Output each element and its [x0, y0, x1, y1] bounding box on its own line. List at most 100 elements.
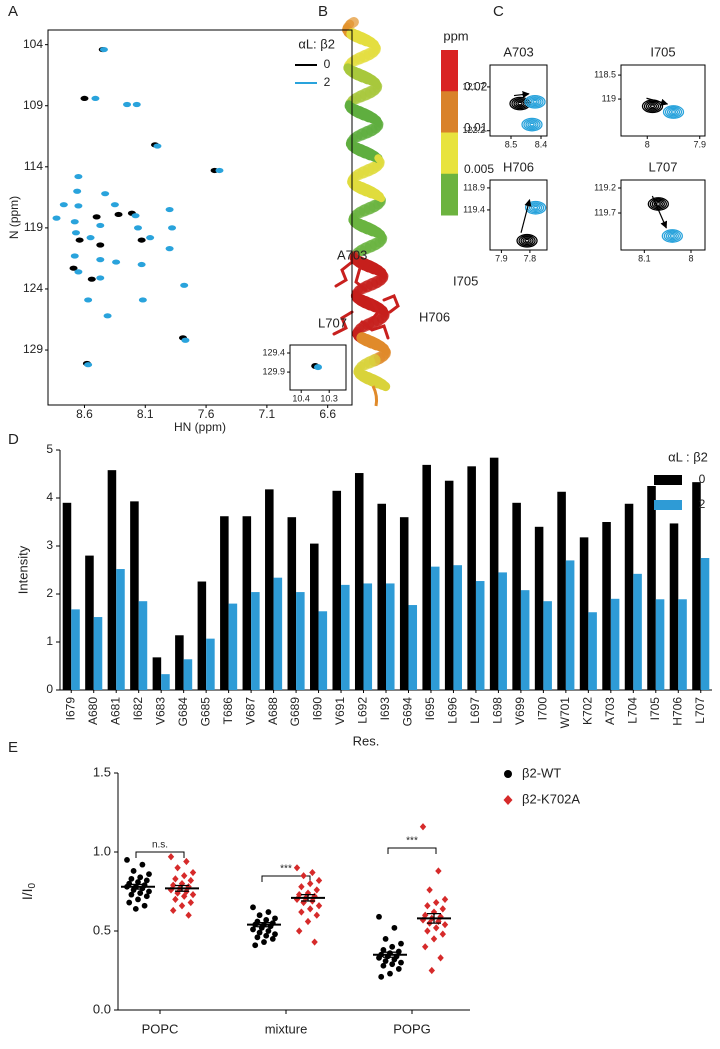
bar: [265, 489, 274, 690]
y-tick-label: 2: [46, 586, 53, 600]
legend-marker: [503, 795, 513, 805]
peak-spot: [71, 230, 80, 236]
peak-contour: [522, 237, 532, 244]
peak-spot: [99, 46, 108, 53]
peak: [92, 214, 101, 220]
legend-marker: [504, 770, 512, 778]
peak: [74, 203, 83, 209]
residue-label: H706: [419, 309, 450, 324]
peak-spot: [70, 253, 79, 259]
peak-spot: [91, 95, 100, 102]
data-point: [189, 891, 197, 899]
helix-segment: [371, 78, 382, 89]
x-tick-label: I682: [131, 697, 145, 721]
y-tick-label: 124: [23, 281, 43, 295]
colorbar-tick-label: 0.01: [464, 121, 488, 135]
data-point: [391, 956, 398, 963]
peaks: [509, 94, 546, 132]
peak-contour: [651, 199, 665, 209]
data-point: [293, 864, 301, 872]
data-point: [137, 890, 144, 896]
peak-spot: [123, 101, 132, 108]
bar: [138, 601, 148, 690]
data-point: [433, 898, 440, 907]
peak-contour: [653, 200, 663, 208]
data-point: [422, 911, 429, 919]
legend-label: 0: [699, 472, 706, 486]
data-point: [398, 959, 404, 966]
peak: [110, 202, 119, 208]
peak: [146, 235, 155, 241]
bar: [206, 638, 215, 690]
x-tick-label: K702: [581, 697, 595, 725]
peak-contour: [516, 233, 538, 248]
peak: [87, 276, 96, 282]
y-tick-label: 129.9: [262, 366, 285, 376]
bar: [399, 517, 409, 690]
data-point: [181, 872, 188, 880]
y-tick-label: 0: [46, 682, 53, 696]
peak-contour: [532, 99, 538, 104]
peak: [168, 225, 177, 231]
x-tick-label: G689: [288, 697, 302, 727]
bar: [467, 466, 476, 690]
peak-contour: [517, 101, 523, 106]
peak: [101, 191, 110, 197]
y-tick-label: 3: [46, 538, 53, 552]
peaks: [52, 46, 224, 368]
data-point: [263, 932, 270, 939]
peak-spot: [133, 225, 142, 231]
bar: [669, 523, 679, 690]
data-point: [309, 868, 316, 877]
plot-frame: [620, 64, 706, 137]
x-tick-label: 8.5: [505, 139, 518, 149]
helix-segment: [376, 230, 387, 241]
legend-title: αL: β2: [298, 36, 335, 51]
data-point: [300, 872, 307, 880]
x-tick-label: I693: [378, 697, 392, 721]
data-point: [250, 904, 256, 911]
peak: [132, 101, 141, 108]
peak-spot: [132, 101, 141, 108]
plot-frame: [289, 344, 347, 391]
bar: [520, 590, 530, 690]
bar: [624, 503, 634, 690]
bar: [453, 565, 462, 690]
bar: [430, 566, 440, 690]
colorbar-tick-label: 0.005: [464, 162, 494, 176]
data-point: [395, 966, 402, 972]
error-bar: [301, 894, 315, 902]
y-tick-label: 121.7: [462, 81, 485, 91]
peak-spot: [73, 188, 82, 194]
legend-swatch: [654, 475, 682, 485]
peak-spot: [52, 215, 61, 221]
peak: [112, 259, 121, 265]
bar: [220, 516, 229, 690]
data-point: [380, 962, 387, 969]
data-point: [146, 871, 152, 878]
bar: [197, 581, 207, 690]
bar: [242, 516, 252, 690]
error-bar: [427, 912, 441, 924]
peak: [70, 253, 79, 259]
peak-contour: [527, 121, 537, 128]
data-point: [376, 954, 382, 961]
legend-label: 0: [324, 57, 331, 71]
peak-contour: [664, 106, 683, 118]
peak: [80, 95, 89, 102]
data-point: [189, 868, 197, 877]
x-tick-label: A703: [603, 697, 617, 725]
y-axis-title-sub: 0: [27, 882, 38, 888]
bar: [287, 517, 297, 690]
bar: [565, 560, 575, 690]
data-point: [376, 913, 382, 920]
side-chain: [354, 266, 368, 292]
data-point: [389, 943, 396, 950]
peak: [103, 313, 112, 319]
data-point: [178, 880, 186, 888]
error-bar: [257, 921, 271, 928]
x-tick-label: L697: [468, 697, 482, 724]
inset-title: I705: [650, 44, 675, 59]
bar: [354, 473, 364, 690]
